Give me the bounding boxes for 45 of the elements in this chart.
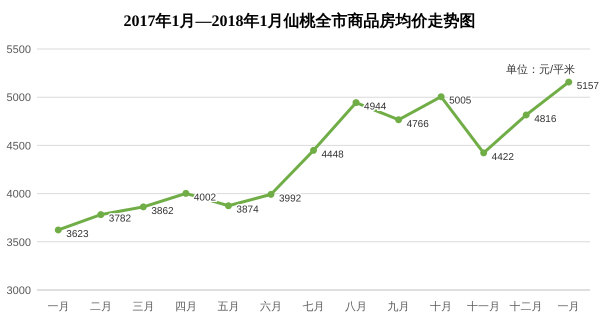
x-tick-label: 一月 [47, 301, 70, 313]
data-label: 3623 [66, 228, 89, 240]
point [54, 226, 62, 234]
point [565, 78, 572, 86]
data-label: 5005 [449, 96, 472, 107]
data-label: 4816 [534, 114, 557, 125]
y-tick-label: 3500 [6, 236, 31, 249]
x-tick-label: 八月 [345, 301, 368, 313]
x-tick-label: 六月 [260, 300, 282, 313]
y-tick-label: 5500 [6, 44, 31, 56]
point [438, 93, 445, 100]
point [182, 190, 190, 197]
x-tick-label: 二月 [90, 301, 112, 313]
point [395, 116, 402, 124]
x-tick-label: 十月 [430, 300, 452, 313]
x-tick-label: 一月 [558, 301, 580, 313]
point [352, 99, 360, 106]
y-tick-label: 4000 [6, 188, 31, 201]
x-tick-label: 三月 [132, 301, 154, 313]
y-tick-label: 4500 [6, 140, 31, 152]
data-label: 4766 [406, 118, 430, 130]
data-label: 3862 [151, 206, 174, 217]
data-label: 4422 [492, 152, 514, 163]
point [522, 111, 530, 118]
point [140, 203, 147, 210]
annotation: 单位：元/平米 [506, 63, 575, 76]
point [97, 211, 104, 218]
data-label: 3992 [278, 193, 302, 204]
data-label: 3874 [236, 204, 260, 216]
data-label: 3782 [108, 214, 132, 225]
x-tick-label: 十一月 [467, 300, 500, 313]
point [480, 149, 488, 156]
y-tick-label: 5000 [6, 92, 31, 104]
y-tick-label: 3000 [6, 285, 31, 297]
point [267, 190, 274, 198]
x-tick-label: 五月 [217, 301, 240, 313]
x-tick-label: 九月 [388, 300, 410, 313]
point [310, 146, 317, 154]
data-label: 5157 [576, 81, 599, 92]
x-tick-label: 四月 [174, 301, 197, 313]
chart-title: 2017年1月—2018年1月仙桃全市商品房均价走势图 [124, 11, 476, 30]
point [224, 202, 232, 210]
x-tick-label: 七月 [302, 300, 324, 313]
data-label: 4448 [322, 149, 344, 160]
x-tick-label: 十二月 [510, 300, 543, 313]
